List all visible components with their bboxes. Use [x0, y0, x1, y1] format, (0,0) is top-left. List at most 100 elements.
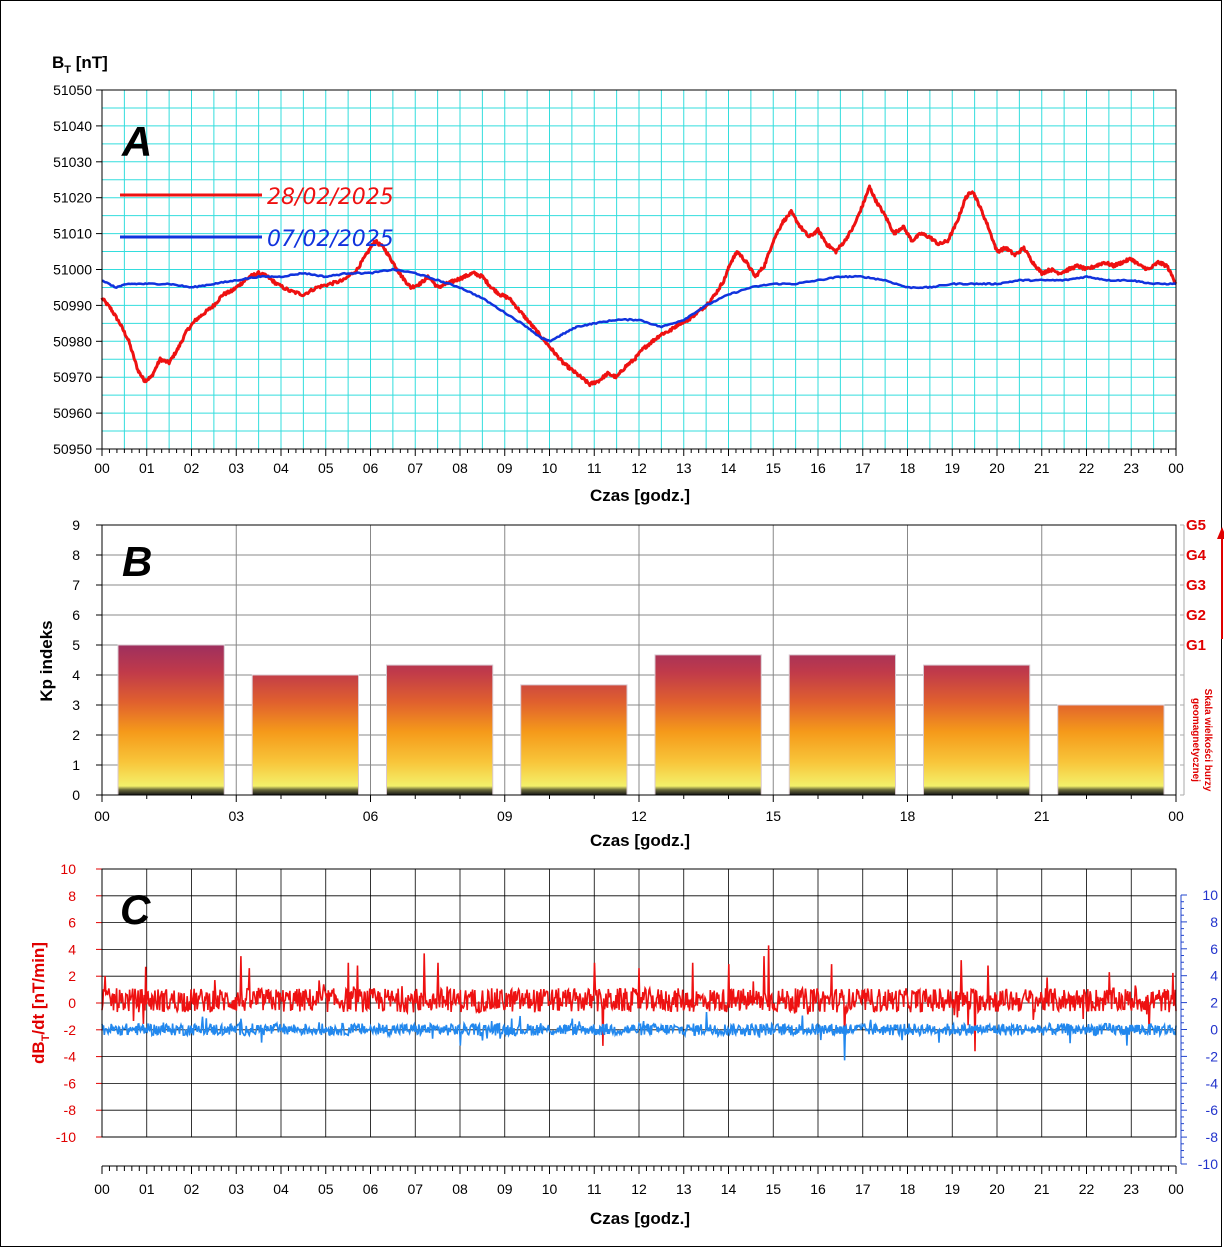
kp-bar — [520, 684, 628, 796]
storm-scale-label: G4 — [1186, 547, 1207, 564]
y-tick-label-right: -6 — [1206, 1102, 1219, 1118]
kp-bar — [117, 644, 225, 796]
panel-a-plot-border — [101, 89, 1177, 450]
x-tick-label: 00 — [94, 460, 110, 476]
x-tick-label: 07 — [407, 460, 423, 476]
panel-a-x-axis-title: Czas [godz.] — [590, 486, 690, 505]
x-tick-label: 11 — [587, 1181, 602, 1197]
y-tick-label: -6 — [64, 1075, 77, 1091]
series-line-red — [100, 184, 1178, 388]
panel-a-series — [100, 184, 1178, 388]
kp-bar — [923, 664, 1031, 796]
panel-b-x-ticks: 00 03 06 09 12 15 18 21 00 — [94, 795, 1184, 824]
storm-scale-arrow-head — [1217, 527, 1224, 539]
x-tick-label: 21 — [1034, 1181, 1050, 1197]
y-tick-label: 51010 — [53, 226, 92, 242]
x-tick-label: 16 — [810, 460, 826, 476]
x-tick-label: 05 — [318, 460, 334, 476]
x-tick-label: 18 — [900, 808, 916, 824]
y-tick-label: 51050 — [53, 82, 92, 98]
x-tick-label: 02 — [184, 1181, 200, 1197]
x-tick-label: 23 — [1123, 1181, 1139, 1197]
kp-bar — [654, 654, 762, 796]
x-tick-label: 19 — [944, 1181, 960, 1197]
y-tick-label: 50960 — [53, 405, 92, 421]
y-tick-label: 6 — [72, 607, 80, 623]
x-tick-label: 04 — [273, 1181, 289, 1197]
panel-b-x-axis-title: Czas [godz.] — [590, 831, 690, 850]
panel-a-legend: 28/02/2025 07/02/2025 — [120, 185, 394, 252]
x-tick-label: 15 — [765, 460, 781, 476]
x-tick-label: 00 — [1168, 808, 1184, 824]
x-tick-label: 03 — [228, 1181, 244, 1197]
y-tick-label: 9 — [72, 517, 80, 533]
x-tick-label: 20 — [989, 460, 1005, 476]
kp-bar — [386, 664, 494, 796]
y-tick-label: -2 — [64, 1022, 77, 1038]
x-tick-label: 22 — [1079, 1181, 1095, 1197]
storm-scale-label: G1 — [1186, 637, 1206, 654]
y-tick-label: 1 — [72, 757, 80, 773]
derivative-line-blue — [101, 1011, 1177, 1061]
panel-b-label: B — [122, 538, 152, 585]
panel-c-plot-border — [101, 868, 1177, 1138]
x-tick-label: 23 — [1123, 460, 1139, 476]
panel-b-y-ticks: 0 1 2 3 4 5 6 7 8 9 — [72, 517, 102, 803]
x-tick-label: 03 — [228, 808, 244, 824]
x-tick-label: 20 — [989, 1181, 1005, 1197]
x-tick-label: 13 — [676, 1181, 692, 1197]
y-tick-label: 2 — [72, 727, 80, 743]
y-tick-label-right: 4 — [1210, 968, 1218, 984]
panel-c-label: C — [120, 886, 151, 933]
panel-a-y-axis-title: BT [nT] — [52, 53, 108, 76]
y-tick-label-right: 10 — [1202, 887, 1218, 903]
panel-b-plot-border — [101, 524, 1177, 796]
y-tick-label: -4 — [64, 1049, 77, 1065]
y-tick-label: 51030 — [53, 154, 92, 170]
y-tick-label-right: 2 — [1210, 995, 1218, 1011]
y-tick-label: 4 — [68, 941, 76, 957]
y-tick-label-right: 0 — [1210, 1022, 1218, 1038]
y-tick-label-right: -8 — [1206, 1129, 1219, 1145]
x-tick-label: 15 — [765, 1181, 781, 1197]
kp-bar — [788, 654, 896, 796]
x-tick-label: 01 — [139, 1181, 155, 1197]
x-tick-label: 07 — [407, 1181, 423, 1197]
panel-a: 50950 50960 50970 50980 50990 51000 51010 51020… — [52, 53, 1184, 505]
y-tick-label: 51000 — [53, 262, 92, 278]
panel-c-x-axis-title: Czas [godz.] — [590, 1209, 690, 1228]
y-tick-label: 10 — [60, 861, 76, 877]
y-tick-label-right: -10 — [1198, 1156, 1218, 1172]
panel-a-label: A — [121, 118, 152, 165]
y-tick-label: 0 — [72, 787, 80, 803]
y-tick-label: -8 — [64, 1102, 77, 1118]
x-tick-label: 11 — [587, 460, 602, 476]
kp-bar — [251, 674, 359, 796]
x-tick-label: 09 — [497, 1181, 513, 1197]
x-tick-label: 16 — [810, 1181, 826, 1197]
x-tick-label: 01 — [139, 460, 155, 476]
x-tick-label: 21 — [1034, 808, 1050, 824]
panel-c-series — [101, 945, 1177, 1061]
y-tick-label: 6 — [68, 915, 76, 931]
x-tick-label: 09 — [497, 808, 513, 824]
x-tick-label: 17 — [855, 460, 871, 476]
y-tick-label: 3 — [72, 697, 80, 713]
storm-scale-label: G2 — [1186, 607, 1206, 624]
y-tick-label: 4 — [72, 667, 80, 683]
x-tick-label: 15 — [765, 808, 781, 824]
y-tick-label: 8 — [72, 547, 80, 563]
y-tick-label: 50970 — [53, 369, 92, 385]
x-tick-label: 02 — [184, 460, 200, 476]
y-tick-label-right: 8 — [1210, 914, 1218, 930]
storm-scale-label-line1: Skala wielkości burzy — [1202, 689, 1213, 792]
y-tick-label: 51040 — [53, 118, 92, 134]
y-tick-label: 7 — [72, 577, 80, 593]
y-tick-label: 2 — [68, 968, 76, 984]
x-tick-label: 00 — [1168, 1181, 1184, 1197]
panel-c-x-ticks: 00 01 02 03 04 05 06 07 08 09 10 11 12 13 14 15 16 17 18 19… — [94, 1165, 1184, 1197]
panel-a-grid — [101, 89, 1177, 450]
x-tick-label: 19 — [944, 460, 960, 476]
